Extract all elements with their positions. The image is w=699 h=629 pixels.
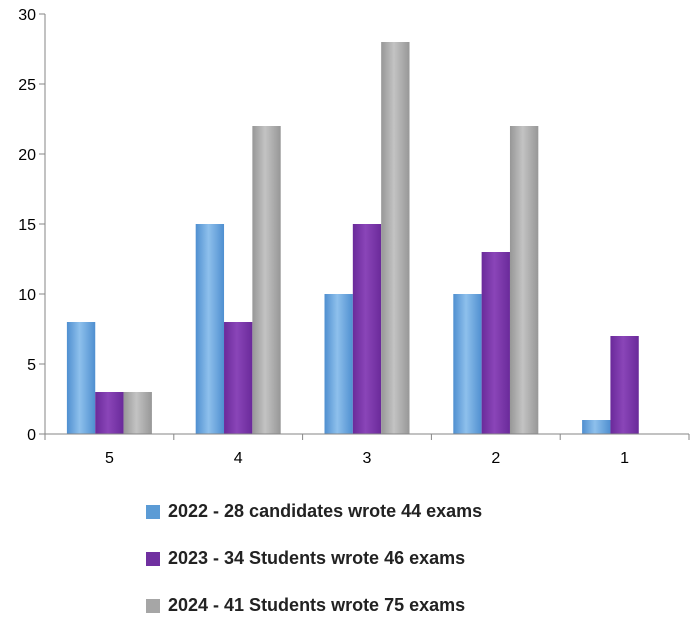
bar-series-2-category-5[interactable] (123, 392, 152, 434)
legend-label-2023: 2023 - 34 Students wrote 46 exams (168, 548, 466, 568)
bar-series-0-category-4[interactable] (195, 224, 225, 434)
legend-item-2024[interactable]: 2024 - 41 Students wrote 75 exams (146, 582, 482, 629)
x-tick-label: 3 (363, 450, 372, 467)
legend-item-2023[interactable]: 2023 - 34 Students wrote 46 exams (146, 535, 482, 582)
bar-series-2-category-4[interactable] (252, 126, 281, 434)
bar-series-0-category-3[interactable] (324, 294, 353, 434)
legend-swatch-2024 (146, 598, 160, 613)
x-tick-label: 2 (491, 450, 500, 467)
legend-swatch-2022 (146, 504, 160, 519)
y-tick-label: 15 (18, 217, 36, 234)
chart: 0 5 10 15 20 25 30 5 4 3 2 1 2022 - 28 candidates w… (18, 7, 690, 615)
y-tick-label: 10 (18, 287, 36, 304)
x-tick-label: 5 (105, 450, 114, 467)
legend-label-2024: 2024 - 41 Students wrote 75 exams (168, 595, 466, 615)
bar-series-0-category-1[interactable] (582, 420, 611, 434)
bar-series-1-category-1[interactable] (610, 336, 639, 434)
ticks-layer: 0 5 10 15 20 25 30 5 4 3 2 1 (18, 7, 690, 467)
bar-chart-svg: 0 5 10 15 20 25 30 5 4 3 2 1 (18, 7, 690, 467)
bar-series-1-category-5[interactable] (95, 392, 124, 434)
y-tick-label: 0 (27, 427, 36, 444)
bar-series-1-category-2[interactable] (481, 252, 510, 434)
legend-item-2022[interactable]: 2022 - 28 candidates wrote 44 exams (146, 488, 482, 535)
x-tick-label: 4 (234, 450, 243, 467)
legend: 2022 - 28 candidates wrote 44 exams 2023… (146, 488, 482, 629)
y-tick-label: 5 (27, 357, 36, 374)
legend-swatch-2023 (146, 551, 160, 566)
bar-series-2-category-3[interactable] (381, 42, 410, 434)
x-tick-label: 1 (620, 450, 629, 467)
bar-series-1-category-4[interactable] (224, 322, 253, 434)
bar-series-2-category-2[interactable] (509, 126, 539, 434)
y-tick-label: 30 (18, 7, 36, 24)
bar-series-0-category-2[interactable] (453, 294, 482, 434)
bar-series-1-category-3[interactable] (352, 224, 382, 434)
y-tick-label: 25 (18, 77, 36, 94)
bars-layer (66, 42, 639, 434)
y-tick-label: 20 (18, 147, 36, 164)
bar-series-0-category-5[interactable] (66, 322, 96, 434)
legend-label-2022: 2022 - 28 candidates wrote 44 exams (168, 501, 483, 521)
